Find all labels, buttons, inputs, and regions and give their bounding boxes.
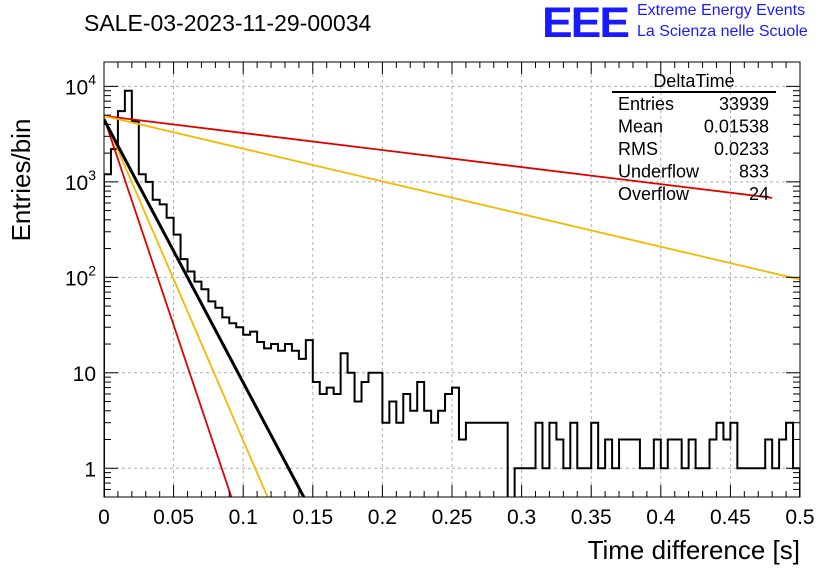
x-axis-label: Time difference [s] bbox=[588, 535, 800, 565]
x-tick-label: 0.5 bbox=[785, 506, 814, 529]
stats-row-value: 0.01538 bbox=[704, 117, 769, 137]
logo-caption-line1: Extreme Energy Events bbox=[637, 2, 806, 19]
x-tick-label: 0.25 bbox=[432, 506, 473, 529]
x-tick-label: 0.35 bbox=[571, 506, 612, 529]
stats-box-title: DeltaTime bbox=[653, 71, 734, 91]
x-tick-label: 0.2 bbox=[368, 506, 397, 529]
y-tick-label: 10 bbox=[73, 363, 96, 386]
x-tick-label: 0.15 bbox=[292, 506, 333, 529]
y-tick-label: 103 bbox=[65, 167, 96, 195]
histogram-series bbox=[104, 89, 800, 497]
stats-row-label: RMS bbox=[618, 139, 658, 159]
stats-row-value: 833 bbox=[739, 162, 769, 182]
stats-row-value: 24 bbox=[749, 184, 769, 204]
stats-row-label: Underflow bbox=[618, 162, 700, 182]
y-tick-label: 102 bbox=[65, 262, 96, 290]
x-tick-label: 0.05 bbox=[153, 506, 194, 529]
fit-line-2 bbox=[104, 115, 800, 281]
y-tick-label: 104 bbox=[65, 71, 96, 99]
x-tick-label: 0.4 bbox=[646, 506, 676, 529]
stats-row-label: Entries bbox=[618, 94, 674, 114]
stats-row-label: Overflow bbox=[618, 184, 690, 204]
x-tick-label: 0.1 bbox=[229, 506, 258, 529]
plot-title: SALE-03-2023-11-29-00034 bbox=[84, 10, 372, 36]
fit-line-5 bbox=[104, 118, 306, 497]
x-tick-label: 0.3 bbox=[507, 506, 536, 529]
stats-row-value: 0.0233 bbox=[714, 139, 769, 159]
stats-row-label: Mean bbox=[618, 117, 663, 137]
logo-caption-line2: La Scienza nelle Scuole bbox=[637, 23, 808, 40]
y-axis-label: Entries/bin bbox=[6, 119, 36, 242]
stats-row-value: 33939 bbox=[719, 94, 769, 114]
x-tick-label: 0.45 bbox=[710, 506, 751, 529]
eee-logo: EEE bbox=[542, 0, 630, 47]
x-tick-label: 0 bbox=[98, 506, 110, 529]
fit-line-3 bbox=[104, 117, 233, 497]
y-tick-label: 1 bbox=[84, 458, 96, 481]
fit-line-4 bbox=[104, 117, 269, 497]
fit-line-1 bbox=[104, 115, 773, 199]
